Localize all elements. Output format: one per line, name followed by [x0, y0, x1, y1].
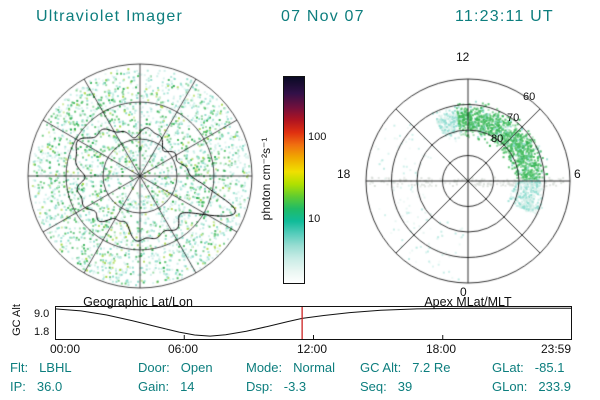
status-door-value: Open [180, 360, 213, 375]
status-glon: GLon: 233.9 [492, 379, 571, 394]
status-glon-label: GLon: [492, 379, 528, 394]
status-seq: Seq: 39 [360, 379, 412, 394]
colorbar-tick-100: 100 [308, 130, 327, 143]
mlat-ring-label-70: 70 [507, 112, 520, 124]
mlt-label-12: 12 [456, 50, 470, 64]
colorbar-label: photon cm⁻²s⁻¹ [259, 137, 273, 221]
status-gain-label: Gain: [138, 379, 170, 394]
header-date: 07 Nov 07 [281, 8, 365, 25]
status-ip-value: 36.0 [36, 379, 63, 394]
mlat-ring-label-80: 80 [491, 133, 504, 145]
strip-xtick-1800: 18:00 [426, 342, 457, 356]
status-seq-value: 39 [397, 379, 413, 394]
status-gcalt-value: 7.2 Re [412, 360, 451, 375]
status-dsp-label: Dsp: [246, 379, 273, 394]
apex-polar-canvas [355, 68, 581, 294]
mlat-ring-label-60: 60 [523, 91, 536, 103]
status-glat-label: GLat: [492, 360, 524, 375]
status-glat-value: -85.1 [534, 360, 565, 375]
status-gain: Gain: 14 [138, 379, 195, 394]
left-panel-caption: Geographic Lat/Lon [83, 295, 193, 309]
colorbar-tick-10: 10 [308, 213, 321, 226]
strip-xtick-2359: 23:59 [541, 342, 572, 356]
strip-xtick-1200: 12:00 [297, 342, 328, 356]
strip-ylabel: GC Alt [11, 304, 23, 336]
strip-xtick-0600: 06:00 [168, 342, 199, 356]
status-dsp-value: -3.3 [283, 379, 307, 394]
status-ip-label: IP: [10, 379, 26, 394]
right-panel-caption: Apex MLat/MLT [424, 295, 512, 309]
status-dsp: Dsp: -3.3 [246, 379, 306, 394]
status-flt: Flt: LBHL [10, 360, 72, 375]
strip-xtick-0000: 00:00 [50, 342, 81, 356]
strip-ytick-top: 9.0 [34, 308, 50, 320]
status-gain-value: 14 [180, 379, 195, 394]
status-flt-value: LBHL [39, 360, 72, 375]
mlt-label-6: 6 [574, 167, 581, 181]
status-door-label: Door: [138, 360, 170, 375]
page-title: Ultraviolet Imager [36, 8, 183, 25]
status-flt-label: Flt: [10, 360, 29, 375]
status-door: Door: Open [138, 360, 213, 375]
strip-ytick-bottom: 1.8 [34, 326, 50, 338]
status-seq-label: Seq: [360, 379, 387, 394]
mlt-label-18: 18 [337, 167, 351, 181]
status-glat: GLat: -85.1 [492, 360, 564, 375]
mlt-label-0: 0 [460, 285, 467, 299]
status-mode: Mode: Normal [246, 360, 335, 375]
status-glon-value: 233.9 [538, 379, 571, 394]
colorbar [283, 76, 305, 284]
status-ip: IP: 36.0 [10, 379, 62, 394]
status-mode-label: Mode: [246, 360, 283, 375]
status-gcalt-label: GC Alt: [360, 360, 402, 375]
status-gcalt: GC Alt: 7.2 Re [360, 360, 451, 375]
geographic-map-canvas [22, 58, 258, 294]
header-time: 11:23:11 UT [455, 8, 554, 25]
status-mode-value: Normal [293, 360, 336, 375]
gc-alt-strip-chart [55, 306, 572, 340]
